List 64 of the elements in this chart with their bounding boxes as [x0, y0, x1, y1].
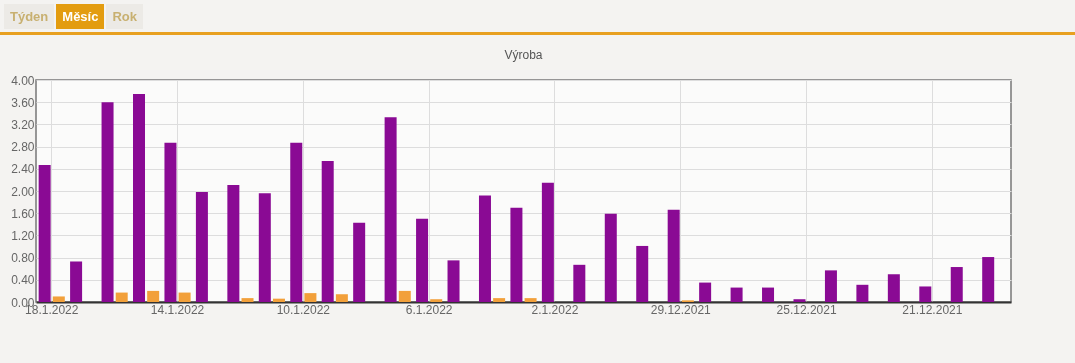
bar	[982, 257, 995, 302]
bar	[101, 102, 114, 302]
y-tick-label: 2.00	[11, 184, 35, 199]
bar	[38, 164, 51, 302]
bar	[416, 218, 429, 302]
bar	[290, 142, 303, 302]
bar	[115, 292, 128, 302]
bar	[541, 182, 554, 302]
text: Týden	[4, 3, 55, 29]
bar	[950, 267, 963, 302]
bar	[384, 117, 397, 302]
x-tick-label: 14.1.2022	[150, 302, 205, 317]
y-tick-label: 1.20	[11, 228, 35, 243]
y-tick-label: 4.00	[11, 73, 35, 88]
bar	[604, 213, 617, 302]
bar	[227, 184, 240, 302]
bar	[510, 207, 523, 302]
bar	[52, 296, 65, 302]
y-tick-label: 2.40	[11, 162, 35, 177]
y-tick-label: 1.60	[11, 206, 35, 221]
bar	[258, 193, 271, 302]
x-tick-label: 21.12.2021	[902, 302, 963, 317]
y-tick-label: 3.20	[11, 117, 35, 132]
bar	[321, 161, 334, 302]
chart-title: Výroba	[504, 48, 543, 62]
bar	[178, 292, 191, 302]
bar	[147, 290, 160, 302]
bar	[667, 209, 680, 302]
bar	[430, 299, 443, 302]
bar	[730, 287, 743, 302]
bar	[241, 298, 254, 302]
bar	[478, 195, 491, 302]
text: Měsíc	[56, 3, 105, 29]
bar	[133, 93, 145, 302]
y-tick-label: 0.40	[11, 273, 35, 288]
bar	[762, 287, 775, 302]
x-tick-label: 2.1.2022	[531, 302, 579, 317]
bar	[493, 298, 506, 302]
y-tick-label: 2.80	[11, 140, 35, 155]
bar	[793, 299, 806, 302]
bar	[70, 261, 83, 302]
bar	[447, 260, 460, 302]
y-tick-label: 3.60	[11, 95, 35, 110]
bar	[398, 290, 411, 302]
bar	[856, 284, 869, 302]
bar	[353, 222, 366, 302]
x-tick-label: 10.1.2022	[276, 302, 331, 317]
x-tick-label: 6.1.2022	[405, 302, 453, 317]
bar	[304, 293, 317, 302]
bar	[573, 264, 586, 302]
bar	[636, 245, 649, 302]
bar	[272, 298, 285, 302]
bar	[524, 298, 537, 302]
bar	[195, 192, 208, 302]
text: Rok	[106, 3, 143, 29]
bar	[824, 270, 837, 302]
bar	[699, 282, 712, 302]
bar	[335, 294, 348, 302]
bar	[887, 274, 900, 302]
x-tick-label: 29.12.2021	[650, 302, 712, 317]
bar	[164, 142, 177, 302]
y-tick-label: 0.80	[11, 251, 35, 266]
bar	[919, 286, 932, 302]
x-tick-label: 25.12.2021	[776, 302, 837, 317]
